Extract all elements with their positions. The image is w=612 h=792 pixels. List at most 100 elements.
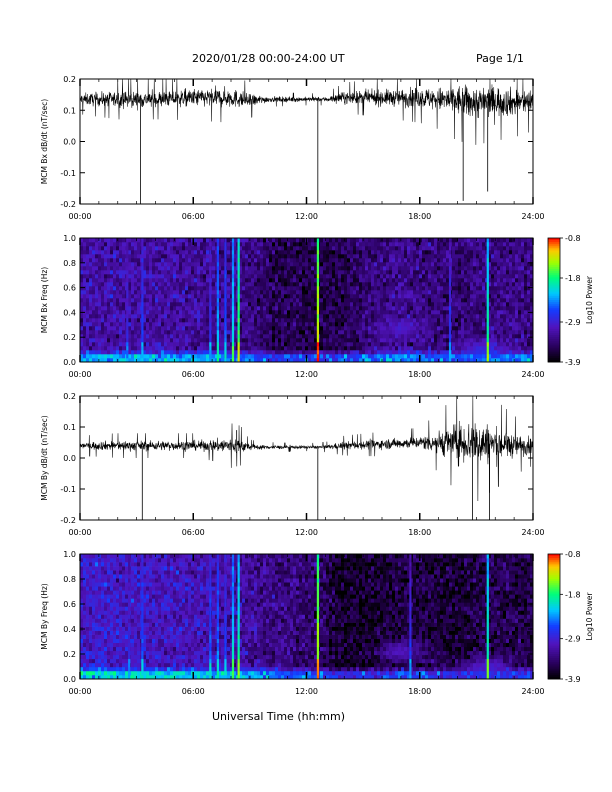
spectrogram-cell <box>197 318 201 323</box>
spectrogram-cell <box>359 350 363 355</box>
spectrogram-cell <box>257 270 261 275</box>
spectrogram-cell <box>521 298 525 303</box>
spectrogram-cell <box>227 250 231 255</box>
spectrogram-cell <box>251 306 255 311</box>
spectrogram-cell <box>383 354 387 359</box>
spectrogram-cell <box>122 322 126 327</box>
spectrogram-cell <box>458 274 462 279</box>
spectrogram-cell <box>185 350 189 355</box>
spectrogram-cell <box>506 338 510 343</box>
spectrogram-cell <box>158 354 162 359</box>
spectrogram-cell <box>530 318 534 323</box>
spectrogram-cell <box>167 290 171 295</box>
spectrogram-cell <box>134 298 138 303</box>
spectrogram-cell <box>443 238 447 243</box>
spectrogram-cell <box>413 262 417 267</box>
spectrogram-cell <box>242 294 246 299</box>
spectrogram-cell <box>335 282 339 287</box>
spectrogram-cell <box>374 346 378 351</box>
spectrogram-cell <box>425 282 429 287</box>
spectrogram-cell <box>356 238 360 243</box>
spectrogram-cell <box>506 346 510 351</box>
spectrogram-cell <box>353 238 357 243</box>
spectrogram-cell <box>131 338 135 343</box>
spectrogram-cell <box>86 286 90 291</box>
spectrogram-cell <box>332 282 336 287</box>
spectrogram-cell <box>524 246 528 251</box>
spectrogram-cell <box>431 262 435 267</box>
spectrogram-cell <box>491 346 495 351</box>
spectrogram-cell <box>308 306 312 311</box>
spectrogram-cell <box>359 322 363 327</box>
spectrogram-cell <box>350 278 354 283</box>
spectrogram-cell <box>527 330 531 335</box>
spectrogram-cell <box>440 270 444 275</box>
spectrogram-cell <box>389 330 393 335</box>
spectrogram-cell <box>350 326 354 331</box>
spectrogram-cell <box>401 310 405 315</box>
spectrogram-cell <box>245 326 249 331</box>
spectrogram-cell <box>275 290 279 295</box>
spectrogram-cell <box>509 286 513 291</box>
spectrogram-cell <box>383 258 387 263</box>
spectrogram-cell <box>374 274 378 279</box>
spectrogram-cell <box>428 250 432 255</box>
spectrogram-cell <box>230 346 234 351</box>
spectrogram-cell <box>341 274 345 279</box>
spectrogram-cell <box>98 302 102 307</box>
spectrogram-cell <box>110 338 114 343</box>
spectrogram-cell <box>428 318 432 323</box>
spectrogram-cell <box>434 294 438 299</box>
spectrogram-cell <box>365 270 369 275</box>
spectrogram-cell <box>293 302 297 307</box>
spectrogram-cell <box>215 358 219 363</box>
spectrogram-line-cell <box>216 326 219 331</box>
spectrogram-cell <box>290 350 294 355</box>
spectrogram-cell <box>467 346 471 351</box>
spectrogram-cell <box>233 358 237 363</box>
spectrogram-cell <box>377 270 381 275</box>
spectrogram-cell <box>230 326 234 331</box>
spectrogram-cell <box>401 266 405 271</box>
spectrogram-cell <box>110 278 114 283</box>
spectrogram-cell <box>476 254 480 259</box>
spectrogram-cell <box>107 326 111 331</box>
spectrogram-cell <box>344 238 348 243</box>
spectrogram-cell <box>377 266 381 271</box>
spectrogram-cell <box>515 306 519 311</box>
spectrogram-cell <box>188 338 192 343</box>
spectrogram-cell <box>425 358 429 363</box>
spectrogram-cell <box>272 358 276 363</box>
spectrogram-cell <box>158 322 162 327</box>
spectrogram-cell <box>428 258 432 263</box>
spectrogram-cell <box>320 294 324 299</box>
spectrogram-cell <box>242 322 246 327</box>
spectrogram-cell <box>461 314 465 319</box>
spectrogram-line-cell <box>231 314 235 319</box>
spectrogram-cell <box>227 338 231 343</box>
spectrogram-cell <box>527 242 531 247</box>
spectrogram-line-cell <box>141 246 144 251</box>
spectrogram-cell <box>200 250 204 255</box>
spectrogram-cell <box>398 318 402 323</box>
spectrogram-cell <box>356 330 360 335</box>
spectrogram-line-cell <box>216 238 219 243</box>
spectrogram-cell <box>353 294 357 299</box>
spectrogram-cell <box>98 322 102 327</box>
spectrogram-cell <box>206 338 210 343</box>
spectrogram-cell <box>173 334 177 339</box>
spectrogram-cell <box>215 282 219 287</box>
spectrogram-cell <box>95 338 99 343</box>
spectrogram-cell <box>455 286 459 291</box>
spectrogram-cell <box>518 290 522 295</box>
spectrogram-cell <box>386 274 390 279</box>
spectrogram-cell <box>374 286 378 291</box>
spectrogram-cell <box>350 262 354 267</box>
spectrogram-line-cell <box>224 358 227 363</box>
spectrogram-cell <box>389 290 393 295</box>
spectrogram-cell <box>479 358 483 363</box>
spectrogram-cell <box>104 314 108 319</box>
spectrogram-line-cell <box>209 250 212 255</box>
spectrogram-cell <box>269 330 273 335</box>
spectrogram-cell <box>512 334 516 339</box>
